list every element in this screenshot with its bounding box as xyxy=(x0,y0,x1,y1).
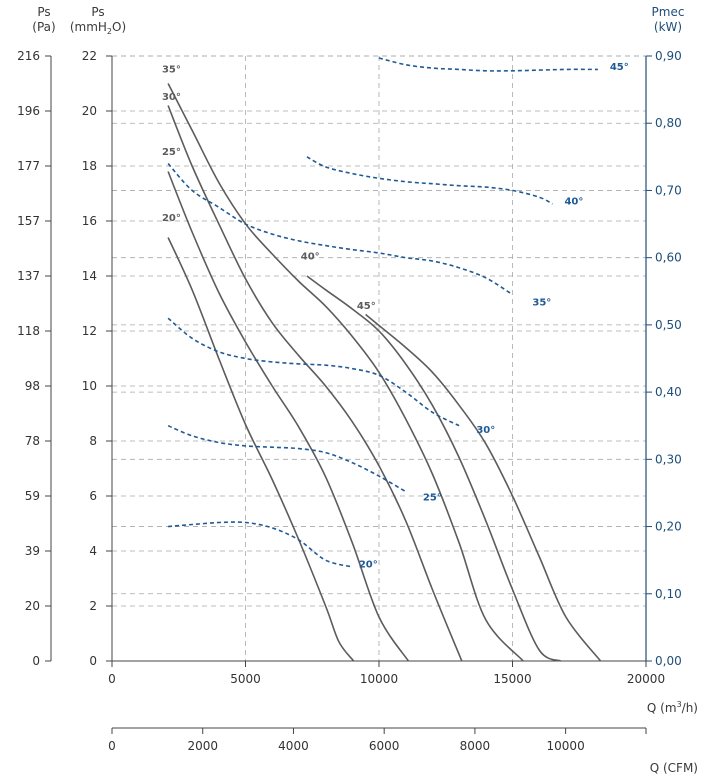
y-pa-label: Ps xyxy=(37,5,50,19)
y-pa-unit: (Pa) xyxy=(32,20,55,34)
x-cfm-tick-label: 0 xyxy=(108,739,116,753)
y-pa-tick-label: 59 xyxy=(25,489,40,503)
y-mmh2o-tick-label: 16 xyxy=(82,214,97,228)
y-mmh2o-label: Ps xyxy=(91,5,104,19)
y-pa-tick-label: 0 xyxy=(32,654,40,668)
power-curve-label: 45° xyxy=(610,62,629,73)
x-cfm-tick-label: 6000 xyxy=(369,739,400,753)
y-pmec-tick-label: 0,30 xyxy=(655,452,682,466)
y-pa-tick-label: 39 xyxy=(25,544,40,558)
y-pmec-tick-label: 0,90 xyxy=(655,49,682,63)
pressure-curve-label: 25° xyxy=(162,147,181,158)
y-pmec-tick-label: 0,70 xyxy=(655,183,682,197)
power-curve-label: 30° xyxy=(476,425,495,436)
y-pmec-tick-label: 0,50 xyxy=(655,318,682,332)
y-pa-tick-label: 20 xyxy=(25,599,40,613)
y-mmh2o-tick-label: 8 xyxy=(89,434,97,448)
pressure-curve-30deg xyxy=(167,105,463,662)
pressure-curve-label: 20° xyxy=(162,213,181,224)
pressure-curve-45deg xyxy=(365,313,602,662)
y-pmec-tick-label: 0,00 xyxy=(655,654,682,668)
pressure-curve-label: 40° xyxy=(301,252,320,263)
power-curve-30deg xyxy=(167,317,460,427)
y-mmh2o-unit-sub: 2 xyxy=(107,27,112,36)
y-pa-tick-label: 78 xyxy=(25,434,40,448)
y-mmh2o-tick-label: 4 xyxy=(89,544,97,558)
y-mmh2o-unit-prefix: (mmH xyxy=(70,20,107,34)
pressure-curve-35deg xyxy=(167,83,524,662)
y-mmh2o-tick-label: 6 xyxy=(89,489,97,503)
y-pa-tick-label: 137 xyxy=(17,269,40,283)
pressure-curve-25deg xyxy=(167,171,410,662)
y-pa-tick-label: 196 xyxy=(17,104,40,118)
y-pmec-unit: (kW) xyxy=(654,20,682,34)
x-m3h-label: Q (m3/h) xyxy=(647,700,698,715)
y-pmec-tick-label: 0,10 xyxy=(655,587,682,601)
pressure-curve-40deg xyxy=(306,275,561,662)
x-m3h-tick-label: 20000 xyxy=(627,672,665,686)
y-mmh2o-tick-label: 0 xyxy=(89,654,97,668)
y-mmh2o-tick-label: 12 xyxy=(82,324,97,338)
y-pa-tick-label: 216 xyxy=(17,49,40,63)
x-cfm-tick-label: 4000 xyxy=(278,739,309,753)
power-curve-label: 25° xyxy=(423,492,442,503)
y-mmh2o-unit-suffix: O) xyxy=(112,20,126,34)
y-pmec-tick-label: 0,60 xyxy=(655,251,682,265)
pressure-curve-label: 30° xyxy=(162,92,181,103)
y-pa-tick-label: 177 xyxy=(17,159,40,173)
y-mmh2o-tick-label: 18 xyxy=(82,159,97,173)
power-curve-45deg xyxy=(378,57,598,72)
grid-lines xyxy=(111,55,647,662)
x-m3h-label-prefix: Q (m xyxy=(647,701,677,715)
y-pa-tick-label: 98 xyxy=(25,379,40,393)
power-curves: 20° 25° 30° 35° 40° 45° xyxy=(167,57,629,571)
y-pmec-tick-label: 0,80 xyxy=(655,116,682,130)
x-m3h-tick-label: 0 xyxy=(108,672,116,686)
y-mmh2o-tick-label: 14 xyxy=(82,269,97,283)
x-m3h-label-suffix: /h) xyxy=(682,701,698,715)
power-curve-20deg xyxy=(168,521,353,568)
x-cfm-tick-label: 8000 xyxy=(460,739,491,753)
power-curve-40deg xyxy=(306,156,553,205)
power-curve-35deg xyxy=(167,163,513,296)
power-curve-label: 20° xyxy=(359,560,378,571)
x-m3h-label-sup: 3 xyxy=(677,700,682,709)
y-mmh2o-tick-label: 10 xyxy=(82,379,97,393)
y-pa-tick-label: 118 xyxy=(17,324,40,338)
x-cfm-tick-label: 10000 xyxy=(547,739,585,753)
y-pa-tick-label: 157 xyxy=(17,214,40,228)
pressure-curves: 20° 25° 30° 35° 40° 45° xyxy=(162,65,602,662)
x-m3h-tick-label: 10000 xyxy=(360,672,398,686)
pressure-curve-label: 35° xyxy=(162,65,181,76)
pressure-curve-label: 45° xyxy=(357,301,376,312)
y-mmh2o-tick-label: 2 xyxy=(89,599,97,613)
pressure-curve-20deg xyxy=(167,237,355,662)
y-pmec-tick-label: 0,40 xyxy=(655,385,682,399)
y-pmec-label: Pmec xyxy=(652,5,685,19)
x-m3h-tick-label: 5000 xyxy=(230,672,261,686)
x-m3h-tick-label: 15000 xyxy=(493,672,531,686)
y-mmh2o-unit: (mmH2O) xyxy=(70,20,126,36)
axis-ticks: 2221620196181771615714137121181098878659… xyxy=(17,49,682,753)
power-curve-25deg xyxy=(167,424,407,493)
x-cfm-tick-label: 2000 xyxy=(187,739,218,753)
y-pmec-tick-label: 0,20 xyxy=(655,520,682,534)
y-mmh2o-tick-label: 22 xyxy=(82,49,97,63)
x-cfm-label: Q (CFM) xyxy=(650,761,698,775)
power-curve-label: 40° xyxy=(564,197,583,208)
power-curve-label: 35° xyxy=(532,297,551,308)
y-mmh2o-tick-label: 20 xyxy=(82,104,97,118)
